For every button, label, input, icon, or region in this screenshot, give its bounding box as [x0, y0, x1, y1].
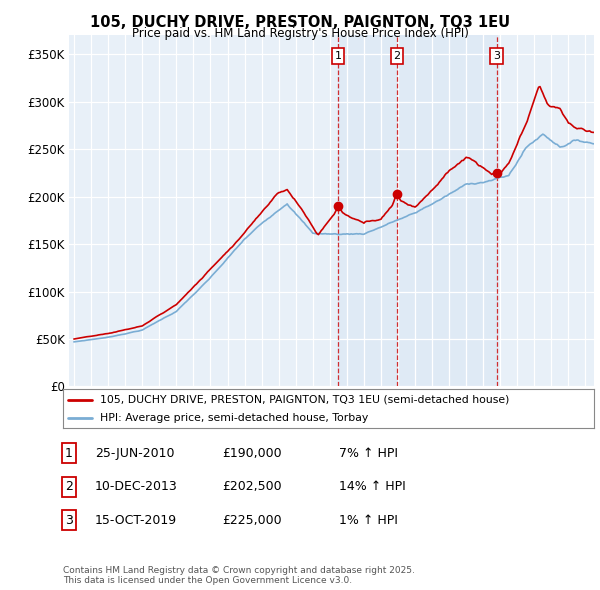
Text: 7% ↑ HPI: 7% ↑ HPI: [339, 447, 398, 460]
Text: HPI: Average price, semi-detached house, Torbay: HPI: Average price, semi-detached house,…: [100, 413, 368, 423]
Text: 2: 2: [65, 480, 73, 493]
Text: 10-DEC-2013: 10-DEC-2013: [95, 480, 178, 493]
Text: 1% ↑ HPI: 1% ↑ HPI: [339, 514, 398, 527]
Text: £225,000: £225,000: [222, 514, 281, 527]
Bar: [338, 35, 497, 386]
Text: 105, DUCHY DRIVE, PRESTON, PAIGNTON, TQ3 1EU (semi-detached house): 105, DUCHY DRIVE, PRESTON, PAIGNTON, TQ3…: [100, 395, 509, 405]
Text: 105, DUCHY DRIVE, PRESTON, PAIGNTON, TQ3 1EU: 105, DUCHY DRIVE, PRESTON, PAIGNTON, TQ3…: [90, 15, 510, 30]
Text: 1: 1: [335, 51, 341, 61]
Text: Contains HM Land Registry data © Crown copyright and database right 2025.
This d: Contains HM Land Registry data © Crown c…: [63, 566, 415, 585]
Text: £202,500: £202,500: [222, 480, 281, 493]
Text: 25-JUN-2010: 25-JUN-2010: [95, 447, 175, 460]
Text: Price paid vs. HM Land Registry's House Price Index (HPI): Price paid vs. HM Land Registry's House …: [131, 27, 469, 40]
Text: 3: 3: [65, 514, 73, 527]
Text: £190,000: £190,000: [222, 447, 281, 460]
Text: 1: 1: [65, 447, 73, 460]
Text: 2: 2: [394, 51, 401, 61]
Text: 14% ↑ HPI: 14% ↑ HPI: [339, 480, 406, 493]
Text: 3: 3: [493, 51, 500, 61]
Text: 15-OCT-2019: 15-OCT-2019: [95, 514, 177, 527]
